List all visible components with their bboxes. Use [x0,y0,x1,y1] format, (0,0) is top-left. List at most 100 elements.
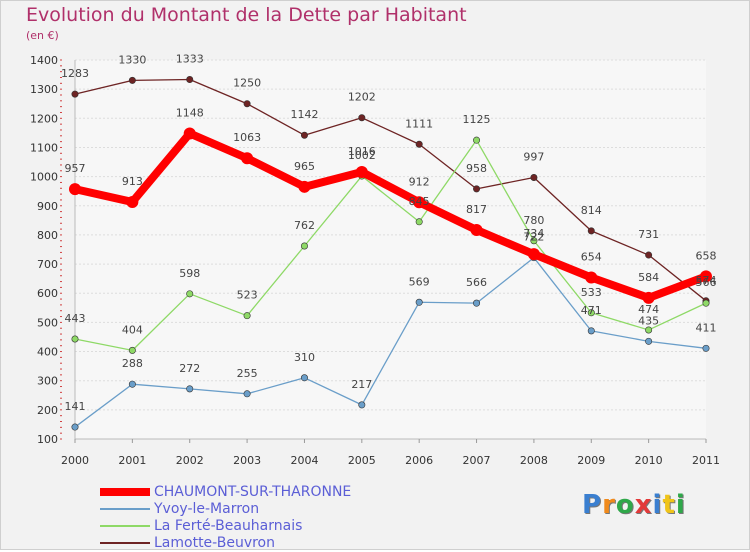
data-label: 474 [638,303,659,316]
data-point [700,270,712,283]
x-tick-label: 2002 [176,454,204,467]
y-tick-label: 1000 [30,171,58,184]
data-label: 141 [65,400,86,413]
data-point [355,165,368,178]
data-label: 1063 [233,131,261,144]
x-tick-label: 2004 [290,454,318,467]
data-point [645,251,653,259]
data-point [71,335,79,343]
data-label: 471 [581,304,602,317]
x-tick-label: 2001 [118,454,146,467]
data-point [413,196,426,209]
data-point [587,327,595,335]
x-tick-label: 2010 [635,454,663,467]
data-label: 523 [237,289,258,302]
data-point [71,90,79,98]
data-point [69,183,81,196]
data-point [186,76,194,84]
data-label: 958 [466,162,487,175]
data-point [243,312,251,320]
data-point [473,185,481,193]
data-label: 658 [696,249,717,262]
y-tick-label: 1100 [30,141,58,154]
data-point [585,271,598,284]
x-tick-label: 2006 [405,454,433,467]
series-line [74,257,707,428]
data-point [71,423,79,431]
data-point [128,346,136,354]
data-label: 1283 [61,67,89,80]
data-point [702,344,710,352]
y-tick-label: 700 [37,258,58,271]
data-label: 965 [294,160,315,173]
data-label: 731 [638,228,659,241]
data-point [298,180,311,193]
data-point [645,326,653,334]
data-label: 566 [466,276,487,289]
data-point [473,299,481,307]
data-point [645,337,653,345]
data-label: 533 [581,286,602,299]
legend-label: CHAUMONT-SUR-THARONNE [154,484,352,500]
data-label: 566 [696,276,717,289]
chart-data-labels: 1283 1330 1333 1250 1142 1202 1111 958 997 814 731… [61,53,717,414]
chart-series [69,76,712,431]
data-label: 817 [466,203,487,216]
data-label: 310 [294,351,315,364]
x-tick-label: 2000 [61,454,89,467]
y-tick-label: 600 [37,287,58,300]
data-point [358,114,366,122]
data-point [470,223,483,236]
data-label: 654 [581,250,602,263]
data-label: 1330 [118,53,146,66]
data-label: 1125 [463,113,491,126]
data-label: 912 [409,175,430,188]
data-point [186,385,194,393]
data-label: 404 [122,323,143,336]
data-label: 1250 [233,77,261,90]
data-point [530,173,538,181]
data-label: 1148 [176,106,204,119]
data-point [128,380,136,388]
data-label: 845 [409,195,430,208]
data-label: 957 [65,162,86,175]
data-point [126,195,139,208]
x-tick-label: 2009 [577,454,605,467]
y-tick-label: 300 [37,375,58,388]
data-label: 443 [65,312,86,325]
data-label: 1111 [405,117,433,130]
data-label: 435 [638,314,659,327]
y-tick-label: 900 [37,200,58,213]
y-tick-label: 500 [37,316,58,329]
data-label: 722 [523,231,544,244]
plot-area [75,60,706,439]
data-label: 1202 [348,91,376,104]
data-point [527,248,540,261]
legend-swatch [100,508,150,510]
data-label: 598 [179,267,200,280]
data-label: 734 [523,227,544,240]
series-line [74,139,707,352]
chart-axes: 1002003004005006007008009001000110012001… [30,54,720,467]
data-label: 1016 [348,145,376,158]
chart-grid [75,59,706,440]
data-label: 1333 [176,53,204,66]
data-label: 997 [523,150,544,163]
data-point [587,227,595,235]
data-point [702,299,710,307]
y-tick-label: 1300 [30,83,58,96]
y-tick-label: 800 [37,229,58,242]
data-point [186,290,194,298]
data-label: 574 [696,274,717,287]
x-tick-label: 2011 [692,454,720,467]
data-label: 814 [581,204,602,217]
data-label: 288 [122,357,143,370]
y-tick-label: 400 [37,346,58,359]
legend-swatch [100,542,150,544]
proxiti-logo: Proxiti [582,490,686,520]
data-label: 1142 [290,108,318,121]
chart-title: Evolution du Montant de la Dette par Hab… [26,4,467,26]
x-tick-label: 2005 [348,454,376,467]
data-point [530,237,538,245]
